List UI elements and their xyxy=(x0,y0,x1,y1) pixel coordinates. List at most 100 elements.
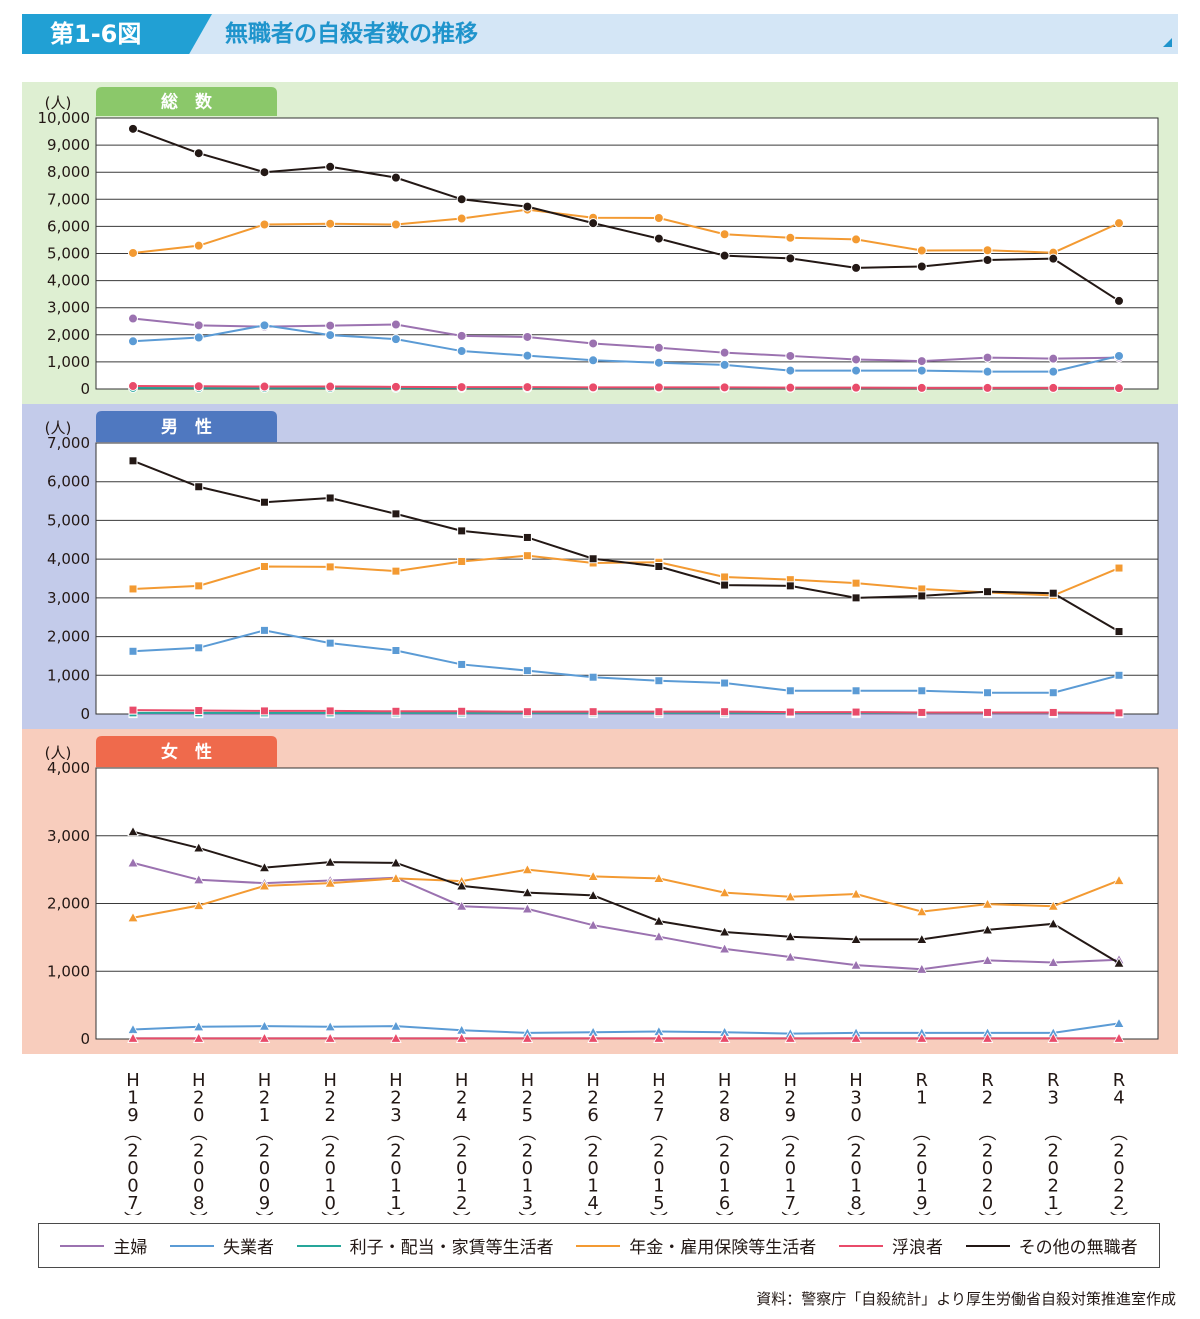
legend-swatch xyxy=(838,1244,883,1247)
x-tick-char: 2 xyxy=(193,1140,204,1161)
series-vagrant xyxy=(128,705,1124,718)
x-tick-char: 2 xyxy=(390,1140,401,1161)
data-point xyxy=(457,706,467,716)
x-tick-char: 0 xyxy=(324,1193,335,1214)
data-point xyxy=(1048,366,1059,377)
x-tick-char: ︶ xyxy=(1110,1211,1128,1215)
legend-label: 利子・配当・家賃等生活者 xyxy=(349,1238,554,1258)
data-point xyxy=(457,526,467,536)
x-tick-char: ︶ xyxy=(913,1211,931,1215)
x-tick-char: 2 xyxy=(324,1105,335,1126)
x-tick-char: 0 xyxy=(982,1193,993,1214)
data-point xyxy=(851,354,862,365)
data-point xyxy=(916,933,928,944)
data-point xyxy=(588,355,599,366)
x-tick-char: H xyxy=(455,1070,469,1091)
data-point xyxy=(851,262,862,273)
data-point xyxy=(390,172,401,183)
x-tick-char: 1 xyxy=(785,1176,796,1197)
data-point xyxy=(917,591,927,601)
y-tick-label: 1,000 xyxy=(47,353,90,371)
x-tick-char: 0 xyxy=(390,1158,401,1179)
data-point xyxy=(653,915,665,926)
data-point xyxy=(455,1032,468,1043)
x-tick-char: 1 xyxy=(719,1176,730,1197)
x-tick-char: 1 xyxy=(456,1176,467,1197)
x-tick-char: H xyxy=(521,1070,535,1091)
data-point xyxy=(325,330,336,341)
data-point xyxy=(258,1020,271,1031)
data-point xyxy=(390,857,402,868)
x-tick-char: ︵ xyxy=(913,1123,931,1144)
legend-swatch xyxy=(60,1244,105,1247)
x-tick-char: 2 xyxy=(456,1088,467,1109)
data-point xyxy=(390,1020,402,1031)
data-point xyxy=(720,678,730,688)
x-axis-labels: H19︵2007︶H20︵2008︶H21︵2009︶H22︵2010︶H23︵… xyxy=(124,1070,1128,1215)
data-point xyxy=(982,366,993,377)
x-tick-char: 0 xyxy=(653,1158,664,1179)
x-tick-char: 1 xyxy=(127,1088,138,1109)
data-point xyxy=(521,1032,534,1043)
data-point xyxy=(785,232,796,243)
data-point xyxy=(522,707,532,717)
panel-tab xyxy=(96,411,277,442)
data-point xyxy=(588,672,598,682)
x-tick-char: 0 xyxy=(1113,1158,1124,1179)
data-point xyxy=(522,382,533,393)
data-point xyxy=(850,1032,862,1043)
data-point xyxy=(983,688,993,698)
y-tick-label: 2,000 xyxy=(47,326,90,344)
data-point xyxy=(916,1032,928,1043)
data-point xyxy=(193,842,205,853)
x-tick-char: 1 xyxy=(1048,1193,1059,1214)
y-tick-label: 8,000 xyxy=(47,163,90,181)
y-tick-label: 5,000 xyxy=(47,511,90,529)
data-point xyxy=(653,930,665,942)
data-point xyxy=(324,856,336,867)
data-point xyxy=(917,707,927,717)
y-tick-label: 3,000 xyxy=(47,827,90,845)
data-point xyxy=(193,320,204,331)
data-point xyxy=(784,890,797,902)
x-tick-char: 2 xyxy=(390,1088,401,1109)
x-tick-char: 2 xyxy=(1113,1176,1124,1197)
data-point xyxy=(128,705,138,715)
x-tick-char: ︵ xyxy=(1044,1123,1062,1144)
y-axis-unit-label: (人) xyxy=(45,744,72,762)
data-point xyxy=(457,556,467,566)
data-point xyxy=(784,951,797,962)
data-point xyxy=(720,572,730,582)
data-point xyxy=(785,253,796,264)
data-point xyxy=(194,706,204,716)
data-point xyxy=(456,330,467,341)
data-point xyxy=(522,666,532,676)
x-tick-char: 0 xyxy=(193,1158,204,1179)
series-line xyxy=(132,208,1120,254)
data-point xyxy=(1114,383,1124,394)
x-tick-char: R xyxy=(981,1070,994,1091)
x-tick-char: H xyxy=(258,1070,272,1091)
x-tick-char: 4 xyxy=(456,1105,467,1126)
data-point xyxy=(982,352,993,363)
x-tick-char: 2 xyxy=(916,1140,927,1161)
x-tick-char: ︶ xyxy=(255,1211,273,1215)
y-axis-unit-label: (人) xyxy=(45,94,72,112)
x-tick-char: 1 xyxy=(587,1176,598,1197)
data-point xyxy=(455,900,468,911)
x-tick-char: 9 xyxy=(785,1105,796,1126)
x-tick-char: 0 xyxy=(785,1158,796,1179)
y-tick-label: 4,000 xyxy=(47,550,90,568)
data-point xyxy=(193,1020,205,1032)
x-tick-char: 2 xyxy=(259,1140,270,1161)
data-point xyxy=(390,381,401,392)
data-point xyxy=(258,1032,271,1043)
series-unemployed xyxy=(128,625,1124,698)
data-point xyxy=(258,861,271,872)
x-tick-char: 2 xyxy=(1048,1176,1059,1197)
data-point xyxy=(193,1032,205,1043)
